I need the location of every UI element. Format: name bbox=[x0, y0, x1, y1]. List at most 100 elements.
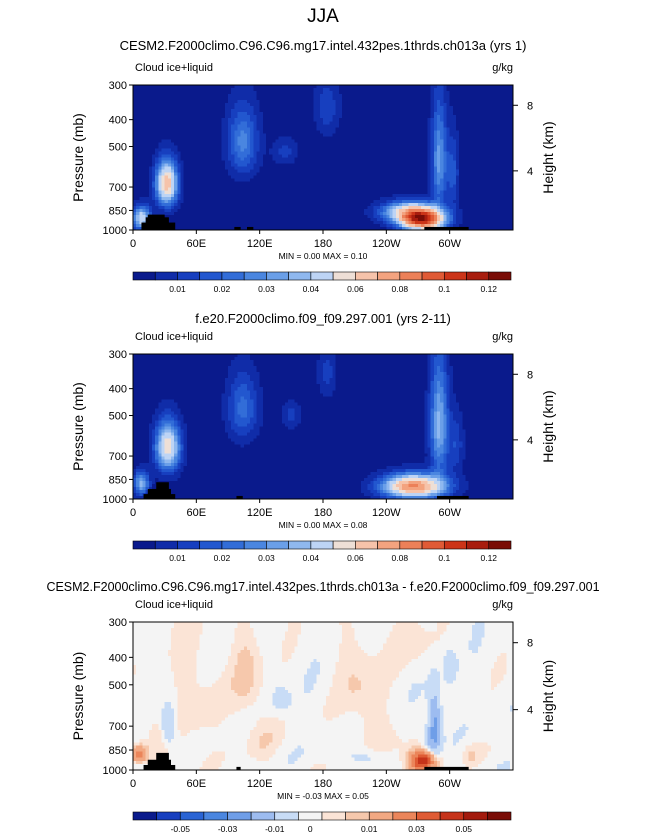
heatmap-cell bbox=[354, 85, 359, 89]
heatmap-cell bbox=[490, 154, 495, 158]
heatmap-cell bbox=[199, 160, 204, 164]
heatmap-cell bbox=[386, 181, 390, 186]
heatmap-cell bbox=[228, 151, 232, 155]
heatmap-cell bbox=[224, 166, 229, 170]
heatmap-cell bbox=[329, 115, 333, 119]
heatmap-cell bbox=[351, 145, 356, 149]
heatmap-cell bbox=[500, 112, 504, 116]
heatmap-cell bbox=[186, 196, 191, 201]
heatmap-cell bbox=[281, 196, 286, 201]
heatmap-cell bbox=[329, 193, 333, 198]
heatmap-cell bbox=[478, 160, 482, 164]
heatmap-cell bbox=[234, 190, 238, 195]
heatmap-cell bbox=[345, 181, 349, 186]
heatmap-cell bbox=[136, 100, 140, 104]
heatmap-cell bbox=[167, 85, 172, 89]
heatmap-cell bbox=[395, 175, 400, 180]
heatmap-cell bbox=[414, 112, 419, 116]
heatmap-cell bbox=[145, 154, 150, 158]
heatmap-cell bbox=[259, 151, 264, 155]
heatmap-cell bbox=[316, 184, 321, 189]
heatmap-cell bbox=[171, 181, 175, 186]
heatmap-cell bbox=[430, 175, 435, 180]
heatmap-cell bbox=[449, 121, 454, 125]
heatmap-cell bbox=[272, 169, 276, 173]
heatmap-cell bbox=[304, 130, 308, 134]
heatmap-cell bbox=[307, 202, 311, 207]
heatmap-cell bbox=[414, 190, 419, 195]
heatmap-cell bbox=[408, 169, 413, 173]
heatmap-cell bbox=[376, 157, 381, 161]
heatmap-cell bbox=[243, 187, 248, 192]
heatmap-cell bbox=[243, 130, 248, 134]
heatmap-cell bbox=[456, 91, 460, 95]
heatmap-cell bbox=[490, 139, 495, 143]
heatmap-cell bbox=[174, 190, 178, 195]
heatmap-cell bbox=[300, 172, 305, 177]
heatmap-cell bbox=[199, 178, 204, 183]
heatmap-cell bbox=[231, 196, 235, 201]
heatmap-cell bbox=[164, 85, 169, 89]
heatmap-cell bbox=[256, 172, 261, 177]
heatmap-cell bbox=[494, 160, 498, 164]
heatmap-cell bbox=[136, 97, 140, 101]
heatmap-cell bbox=[475, 109, 479, 113]
heatmap-cell bbox=[342, 88, 346, 92]
heatmap-cell bbox=[326, 172, 330, 177]
heatmap-cell bbox=[497, 187, 501, 192]
heatmap-cell bbox=[304, 127, 308, 131]
heatmap-cell bbox=[471, 145, 476, 149]
heatmap-cell bbox=[481, 160, 485, 164]
heatmap-cell bbox=[285, 169, 289, 173]
heatmap-cell bbox=[183, 157, 188, 161]
heatmap-cell bbox=[307, 169, 311, 173]
heatmap-cell bbox=[484, 112, 489, 116]
heatmap-cell bbox=[465, 142, 470, 146]
heatmap-cell bbox=[199, 130, 204, 134]
heatmap-cell bbox=[446, 160, 451, 164]
heatmap-cell bbox=[145, 157, 150, 161]
heatmap-cell bbox=[190, 118, 194, 122]
heatmap-cell bbox=[471, 172, 476, 177]
heatmap-cell bbox=[421, 112, 425, 116]
heatmap-cell bbox=[136, 190, 140, 195]
heatmap-cell bbox=[462, 202, 466, 207]
heatmap-cell bbox=[506, 148, 511, 152]
heatmap-cell bbox=[259, 133, 264, 137]
heatmap-cell bbox=[240, 190, 245, 195]
heatmap-cell bbox=[313, 145, 318, 149]
heatmap-cell bbox=[348, 130, 352, 134]
heatmap-cell bbox=[471, 151, 476, 155]
heatmap-cell bbox=[139, 157, 143, 161]
heatmap-cell bbox=[345, 148, 349, 152]
heatmap-cell bbox=[215, 181, 219, 186]
heatmap-cell bbox=[234, 196, 238, 201]
heatmap-cell bbox=[152, 109, 156, 113]
heatmap-cell bbox=[161, 160, 166, 164]
heatmap-cell bbox=[174, 91, 178, 95]
heatmap-cell bbox=[459, 157, 463, 161]
heatmap-cell bbox=[437, 91, 441, 95]
heatmap-cell bbox=[294, 184, 299, 189]
heatmap-cell bbox=[180, 154, 185, 158]
heatmap-cell bbox=[319, 166, 324, 170]
heatmap-cell bbox=[380, 109, 384, 113]
heatmap-cell bbox=[402, 121, 406, 125]
heatmap-cell bbox=[288, 181, 292, 186]
heatmap-cell bbox=[329, 133, 333, 137]
heatmap-cell bbox=[319, 112, 324, 116]
heatmap-cell bbox=[180, 148, 185, 152]
heatmap-cell bbox=[152, 208, 156, 213]
heatmap-cell bbox=[133, 166, 137, 170]
heatmap-cell bbox=[414, 142, 419, 146]
heatmap-cell bbox=[490, 88, 495, 92]
heatmap-cell bbox=[164, 148, 169, 152]
heatmap-cell bbox=[139, 178, 143, 183]
heatmap-cell bbox=[437, 196, 441, 201]
heatmap-cell bbox=[494, 127, 498, 131]
heatmap-cell bbox=[304, 187, 308, 192]
heatmap-cell bbox=[266, 136, 270, 140]
heatmap-cell bbox=[399, 193, 403, 198]
heatmap-cell bbox=[475, 184, 479, 189]
heatmap-cell bbox=[357, 160, 362, 164]
